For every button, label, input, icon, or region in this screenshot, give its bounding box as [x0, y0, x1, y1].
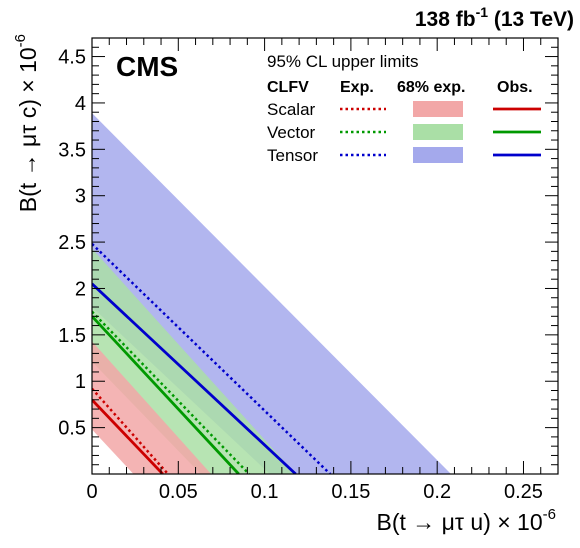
legend-band-vector: [413, 124, 463, 140]
expected-line-vector: [92, 310, 250, 474]
band-vector: [92, 248, 296, 474]
x-axis-exponent: -6: [543, 506, 556, 523]
x-tick-label: 0.05: [159, 481, 198, 503]
legend-band-scalar: [413, 101, 463, 117]
observed-line-tensor: [92, 282, 297, 474]
y-axis-exponent: -6: [12, 34, 29, 47]
observed-line-vector: [92, 315, 240, 474]
luminosity-exponent: -1: [476, 4, 489, 20]
x-tick-label: 0.25: [504, 481, 543, 503]
x-tick-label: 0: [86, 481, 97, 503]
x-tick-label: 0.15: [331, 481, 370, 503]
luminosity-label: 138 fb-1 (13 TeV): [415, 4, 574, 31]
legend-header: 95% CL upper limits: [267, 52, 419, 71]
legend-label-scalar: Scalar: [267, 100, 316, 119]
y-tick-label: 2.5: [58, 232, 86, 254]
plot-frame: [91, 37, 559, 475]
x-tick-label: 0.1: [251, 481, 279, 503]
y-tick-label: 3.5: [58, 139, 86, 161]
y-tick-label: 0.5: [58, 418, 86, 440]
legend-label-vector: Vector: [267, 123, 316, 142]
legend: 95% CL upper limits CLFV Exp. 68% exp. O…: [267, 52, 541, 165]
x-axis-title: B(t → μτ u) × 10-6: [377, 506, 557, 535]
legend-col-obs: Obs.: [497, 79, 533, 96]
x-tick-label: 0.2: [423, 481, 451, 503]
y-tick-label: 4: [75, 93, 86, 115]
observed-line-scalar: [92, 398, 164, 474]
y-tick-label: 3: [75, 186, 86, 208]
y-tick-label: 1.5: [58, 325, 86, 347]
legend-label-tensor: Tensor: [267, 146, 318, 165]
axis-ticks: [91, 37, 559, 475]
legend-col-exp: Exp.: [340, 79, 374, 96]
uncertainty-bands: [92, 113, 451, 474]
y-tick-label: 4.5: [58, 47, 86, 69]
legend-rows: Scalar Vector Tensor: [267, 100, 541, 165]
legend-col-clfv: CLFV: [267, 79, 309, 96]
cms-label: CMS: [116, 51, 178, 82]
y-tick-label: 1: [75, 371, 86, 393]
y-tick-label: 2: [75, 278, 86, 300]
legend-col-band: 68% exp.: [397, 79, 465, 96]
band-scalar: [92, 341, 212, 474]
limit-lines: [92, 243, 332, 474]
expected-line-tensor: [92, 243, 332, 474]
expected-line-scalar: [92, 387, 169, 474]
y-axis-title: B(t → μτ c) × 10-6: [12, 34, 41, 212]
tick-labels: 0 0.05 0.1 0.15 0.2 0.25 0.5 1 1.5 2 2.5 3 3.5 4 4.5: [58, 47, 543, 503]
legend-band-tensor: [413, 147, 463, 163]
